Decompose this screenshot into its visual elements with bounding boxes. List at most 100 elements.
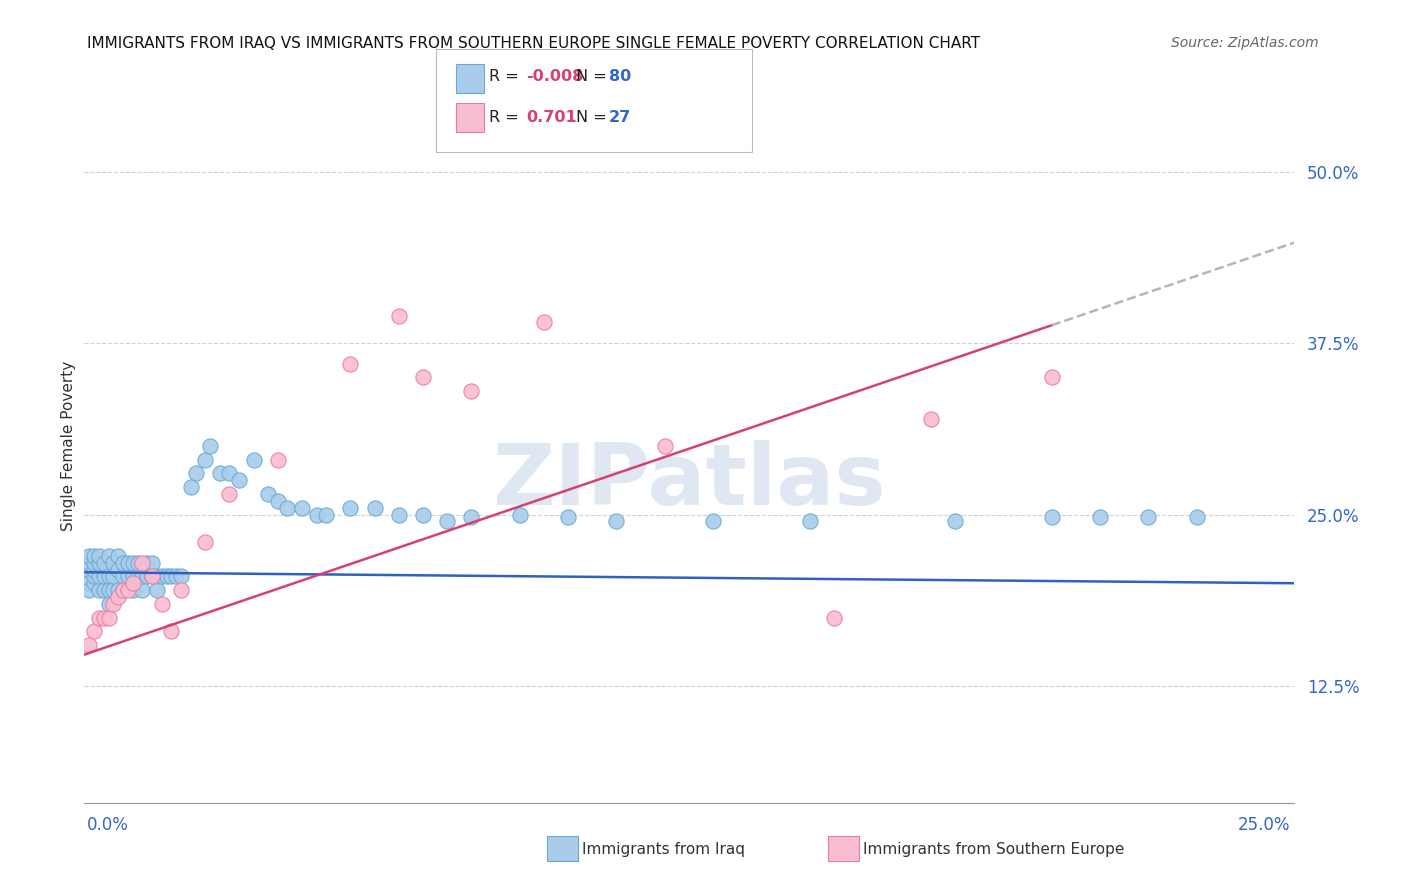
Text: R =: R =	[489, 111, 524, 125]
Point	[146, 583, 169, 598]
Point	[131, 556, 153, 570]
Point	[103, 569, 125, 583]
Point	[121, 583, 143, 598]
Point	[388, 309, 411, 323]
Point	[141, 569, 163, 583]
Point	[93, 569, 115, 583]
Point	[160, 624, 183, 639]
Point	[103, 583, 125, 598]
Point	[77, 638, 100, 652]
Point	[1088, 510, 1111, 524]
Point	[103, 556, 125, 570]
Point	[412, 508, 434, 522]
Point	[83, 562, 105, 576]
Point	[180, 480, 202, 494]
Point	[77, 549, 100, 563]
Point	[799, 515, 821, 529]
Point	[291, 500, 314, 515]
Point	[605, 515, 627, 529]
Point	[141, 556, 163, 570]
Point	[702, 515, 724, 529]
Point	[97, 549, 120, 563]
Point	[165, 569, 187, 583]
Y-axis label: Single Female Poverty: Single Female Poverty	[60, 361, 76, 531]
Text: 27: 27	[609, 111, 631, 125]
Point	[257, 487, 280, 501]
Point	[112, 569, 135, 583]
Text: 0.701: 0.701	[526, 111, 576, 125]
Point	[93, 583, 115, 598]
Point	[136, 556, 159, 570]
Point	[460, 384, 482, 398]
Point	[121, 556, 143, 570]
Point	[170, 569, 193, 583]
Point	[136, 569, 159, 583]
Point	[228, 473, 250, 487]
Point	[184, 467, 207, 481]
Point	[131, 569, 153, 583]
Point	[1137, 510, 1160, 524]
Point	[112, 556, 135, 570]
Point	[150, 597, 173, 611]
Point	[823, 610, 845, 624]
Text: -0.008: -0.008	[526, 70, 583, 84]
Point	[276, 500, 298, 515]
Point	[305, 508, 328, 522]
Point	[436, 515, 458, 529]
Point	[112, 583, 135, 598]
Point	[150, 569, 173, 583]
Point	[117, 583, 139, 598]
Point	[112, 583, 135, 598]
Point	[87, 549, 110, 563]
Point	[943, 515, 966, 529]
Point	[107, 583, 129, 598]
Point	[339, 357, 361, 371]
Point	[654, 439, 676, 453]
Point	[103, 597, 125, 611]
Point	[97, 597, 120, 611]
Point	[509, 508, 531, 522]
Point	[194, 452, 217, 467]
Point	[1040, 370, 1063, 384]
Text: N =: N =	[576, 111, 613, 125]
Point	[131, 583, 153, 598]
Point	[920, 411, 942, 425]
Point	[77, 576, 100, 591]
Point	[218, 487, 240, 501]
Point	[218, 467, 240, 481]
Point	[267, 494, 290, 508]
Point	[412, 370, 434, 384]
Point	[315, 508, 337, 522]
Point	[83, 624, 105, 639]
Point	[97, 610, 120, 624]
Point	[339, 500, 361, 515]
Point	[117, 569, 139, 583]
Point	[83, 569, 105, 583]
Point	[87, 583, 110, 598]
Point	[93, 556, 115, 570]
Point	[533, 316, 555, 330]
Text: 80: 80	[609, 70, 631, 84]
Text: 25.0%: 25.0%	[1239, 816, 1291, 834]
Point	[198, 439, 221, 453]
Text: R =: R =	[489, 70, 524, 84]
Point	[267, 452, 290, 467]
Point	[121, 576, 143, 591]
Point	[77, 556, 100, 570]
Point	[83, 549, 105, 563]
Point	[117, 556, 139, 570]
Point	[1040, 510, 1063, 524]
Point	[107, 590, 129, 604]
Point	[242, 452, 264, 467]
Point	[121, 569, 143, 583]
Point	[77, 562, 100, 576]
Point	[127, 556, 149, 570]
Text: 0.0%: 0.0%	[87, 816, 129, 834]
Point	[141, 569, 163, 583]
Point	[460, 510, 482, 524]
Point	[170, 583, 193, 598]
Point	[208, 467, 231, 481]
Point	[97, 569, 120, 583]
Point	[146, 569, 169, 583]
Text: Immigrants from Iraq: Immigrants from Iraq	[582, 842, 745, 856]
